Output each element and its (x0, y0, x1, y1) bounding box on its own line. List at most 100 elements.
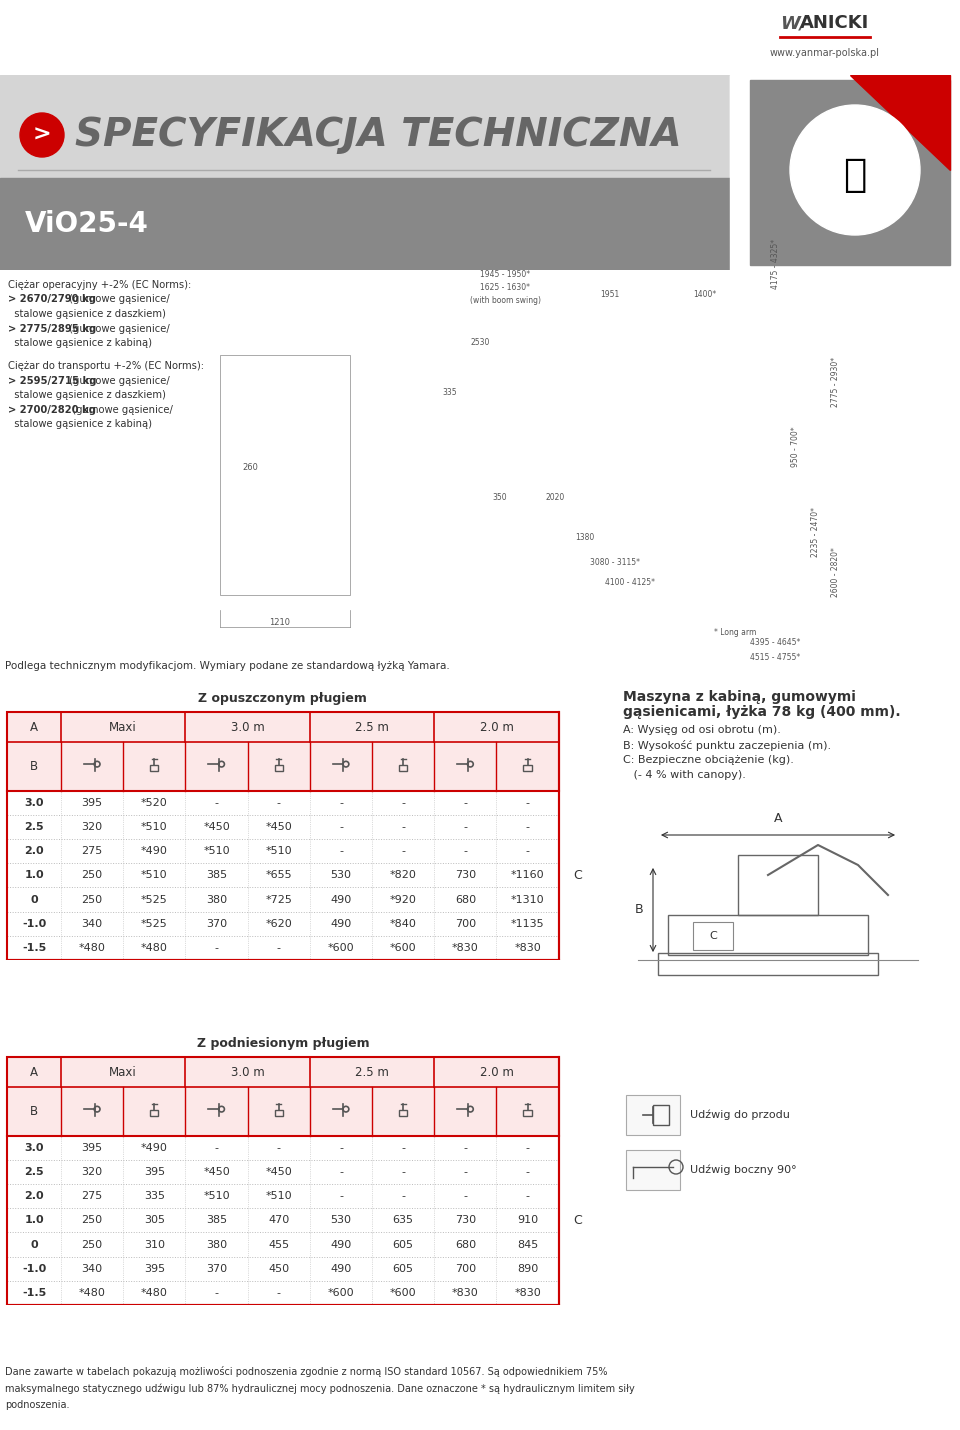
Bar (7, 1184, 559, 1208)
Text: maksymalnego statycznego udźwigu lub 87% hydraulicznej mocy podnoszenia. Dane oz: maksymalnego statycznego udźwigu lub 87%… (5, 1383, 635, 1393)
Bar (668, 915, 868, 955)
Text: *920: *920 (390, 895, 417, 905)
Text: -: - (526, 822, 530, 832)
Text: Z opuszczonym pługiem: Z opuszczonym pługiem (199, 692, 368, 705)
Text: stalowe gąsienice z daszkiem): stalowe gąsienice z daszkiem) (8, 390, 166, 400)
Text: -: - (526, 1191, 530, 1201)
Text: -: - (214, 1288, 219, 1298)
Text: *490: *490 (141, 1143, 168, 1153)
Text: -1.0: -1.0 (22, 918, 46, 928)
Text: 4515 - 4755*: 4515 - 4755* (750, 654, 800, 662)
Bar (7, 1233, 559, 1257)
Text: -: - (526, 798, 530, 808)
Text: 450: 450 (268, 1264, 289, 1274)
Bar (275, 765, 283, 771)
Text: -: - (401, 1191, 405, 1201)
Text: 700: 700 (455, 918, 476, 928)
Text: (gumowe gąsienice/: (gumowe gąsienice/ (66, 323, 170, 333)
Text: -: - (464, 847, 468, 857)
Bar (523, 1110, 532, 1115)
Text: 0: 0 (30, 1240, 37, 1250)
Text: 3.0 m: 3.0 m (230, 721, 265, 734)
Text: 395: 395 (144, 1167, 165, 1177)
Bar (399, 1110, 407, 1115)
Text: 335: 335 (443, 388, 457, 398)
Text: *510: *510 (141, 871, 168, 881)
Text: (with boom swing): (with boom swing) (469, 296, 540, 305)
Text: 395: 395 (82, 798, 103, 808)
Bar (7, 1160, 559, 1184)
Bar (730, 74, 960, 270)
Bar (7, 1135, 559, 1160)
Bar (7, 1208, 559, 1233)
Text: * Long arm: * Long arm (714, 628, 756, 636)
Text: *620: *620 (265, 918, 292, 928)
Text: 1.0: 1.0 (24, 871, 44, 881)
Text: *655: *655 (265, 871, 292, 881)
Bar (693, 922, 733, 950)
Text: -: - (214, 942, 219, 952)
Text: -: - (339, 847, 343, 857)
Text: 250: 250 (82, 871, 103, 881)
Text: -: - (464, 1143, 468, 1153)
Bar (275, 1110, 283, 1115)
Text: ANICKI: ANICKI (800, 14, 869, 31)
Text: *510: *510 (204, 1191, 229, 1201)
Text: > 2595/2715 kg: > 2595/2715 kg (8, 376, 97, 386)
Text: *450: *450 (265, 1167, 292, 1177)
Text: 490: 490 (330, 1240, 351, 1250)
Text: -: - (214, 798, 219, 808)
Text: 380: 380 (206, 1240, 228, 1250)
Text: Maszyna z kabiną, gumowymi: Maszyna z kabiną, gumowymi (623, 691, 856, 704)
Text: 370: 370 (206, 918, 228, 928)
Text: B: B (30, 761, 38, 774)
Text: 2.0: 2.0 (24, 847, 44, 857)
Text: 950 - 700*: 950 - 700* (790, 426, 800, 468)
Text: *450: *450 (265, 822, 292, 832)
Text: ViO25-4: ViO25-4 (25, 210, 149, 237)
Bar (7, 935, 559, 960)
Text: 2775 - 2930*: 2775 - 2930* (830, 358, 839, 408)
Text: *830: *830 (452, 1288, 479, 1298)
Text: -: - (464, 798, 468, 808)
Text: *510: *510 (265, 847, 292, 857)
Text: 335: 335 (144, 1191, 165, 1201)
Circle shape (20, 113, 64, 157)
Text: *510: *510 (265, 1191, 292, 1201)
Text: 250: 250 (82, 895, 103, 905)
Text: -: - (401, 1167, 405, 1177)
Text: *600: *600 (390, 1288, 417, 1298)
Bar (730, 74, 960, 270)
Text: > 2775/2895 kg: > 2775/2895 kg (8, 323, 96, 333)
Text: 350: 350 (492, 493, 507, 502)
Text: > 2700/2820 kg: > 2700/2820 kg (8, 405, 96, 415)
Text: 605: 605 (393, 1264, 414, 1274)
Text: C: Bezpieczne obciążenie (kg).: C: Bezpieczne obciążenie (kg). (623, 755, 794, 765)
Bar (7, 1281, 559, 1306)
Text: 1380: 1380 (575, 533, 594, 542)
Text: Udźwig boczny 90°: Udźwig boczny 90° (690, 1165, 797, 1175)
Text: 275: 275 (82, 847, 103, 857)
Text: *1135: *1135 (511, 918, 544, 928)
Text: *490: *490 (141, 847, 168, 857)
Text: B: Wysokość punktu zaczepienia (m).: B: Wysokość punktu zaczepienia (m). (623, 739, 831, 751)
Bar (7, 712, 559, 742)
Text: 910: 910 (517, 1216, 539, 1226)
Text: 395: 395 (82, 1143, 103, 1153)
Text: 530: 530 (330, 1216, 351, 1226)
Text: 275: 275 (82, 1191, 103, 1201)
Text: 385: 385 (206, 871, 228, 881)
Text: B: B (30, 1105, 38, 1118)
Bar (7, 1087, 559, 1135)
Text: -: - (339, 822, 343, 832)
Text: -: - (339, 1143, 343, 1153)
Text: -: - (464, 1167, 468, 1177)
Bar (7, 839, 559, 864)
Circle shape (790, 104, 920, 235)
Text: 730: 730 (455, 1216, 476, 1226)
Text: 385: 385 (206, 1216, 228, 1226)
Text: *600: *600 (390, 942, 417, 952)
Text: 2600 - 2820*: 2600 - 2820* (830, 548, 839, 596)
Text: -: - (526, 1143, 530, 1153)
Text: *725: *725 (265, 895, 292, 905)
